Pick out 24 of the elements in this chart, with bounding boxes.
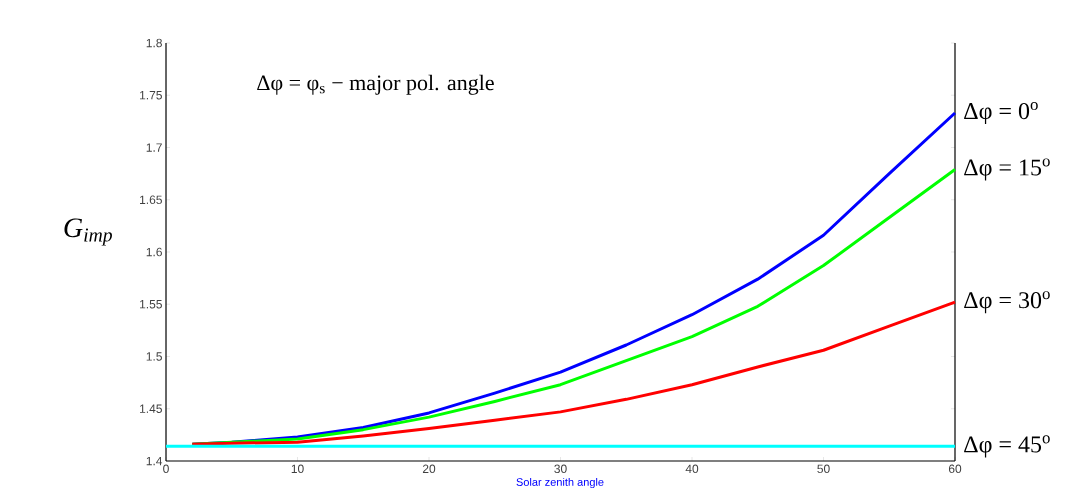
y-tick-label: 1.65: [140, 195, 162, 204]
y-tick-label: 1.75: [140, 91, 162, 100]
y-tick-label: 1.45: [140, 404, 162, 413]
y-tick-label: 1.7: [146, 143, 162, 152]
y-axis-title: G$_{imp}$: [64, 218, 112, 246]
series-label: Δφ = 0$^{o}$: [964, 101, 1038, 125]
series-label: Δφ = 30$^{o}$: [964, 291, 1050, 314]
x-tick-label: 20: [422, 464, 436, 474]
x-tick-label: 60: [948, 464, 962, 474]
x-tick-label: 10: [291, 464, 304, 474]
series-label: Δφ = 45$^{o}$: [964, 435, 1050, 458]
y-tick-label: 1.5: [146, 352, 162, 361]
y-tick-label: 1.8: [146, 38, 162, 48]
x-tick-label: 30: [554, 464, 567, 474]
y-tick-label: 1.4: [146, 456, 163, 466]
x-axis-title: Solar zenith angle: [516, 477, 604, 489]
line-series: [190, 300, 957, 446]
y-tick-label: 1.6: [146, 247, 162, 257]
x-tick-label: 40: [685, 464, 699, 474]
y-tick-label: 1.55: [140, 300, 162, 309]
series-label: Δφ = 15$^{o}$: [964, 158, 1050, 181]
x-tick-label: 0: [163, 464, 169, 474]
annotation: Δφ = φ$_{s}$ − major pol. angle: [257, 74, 494, 95]
x-tick-label: 50: [817, 464, 830, 474]
